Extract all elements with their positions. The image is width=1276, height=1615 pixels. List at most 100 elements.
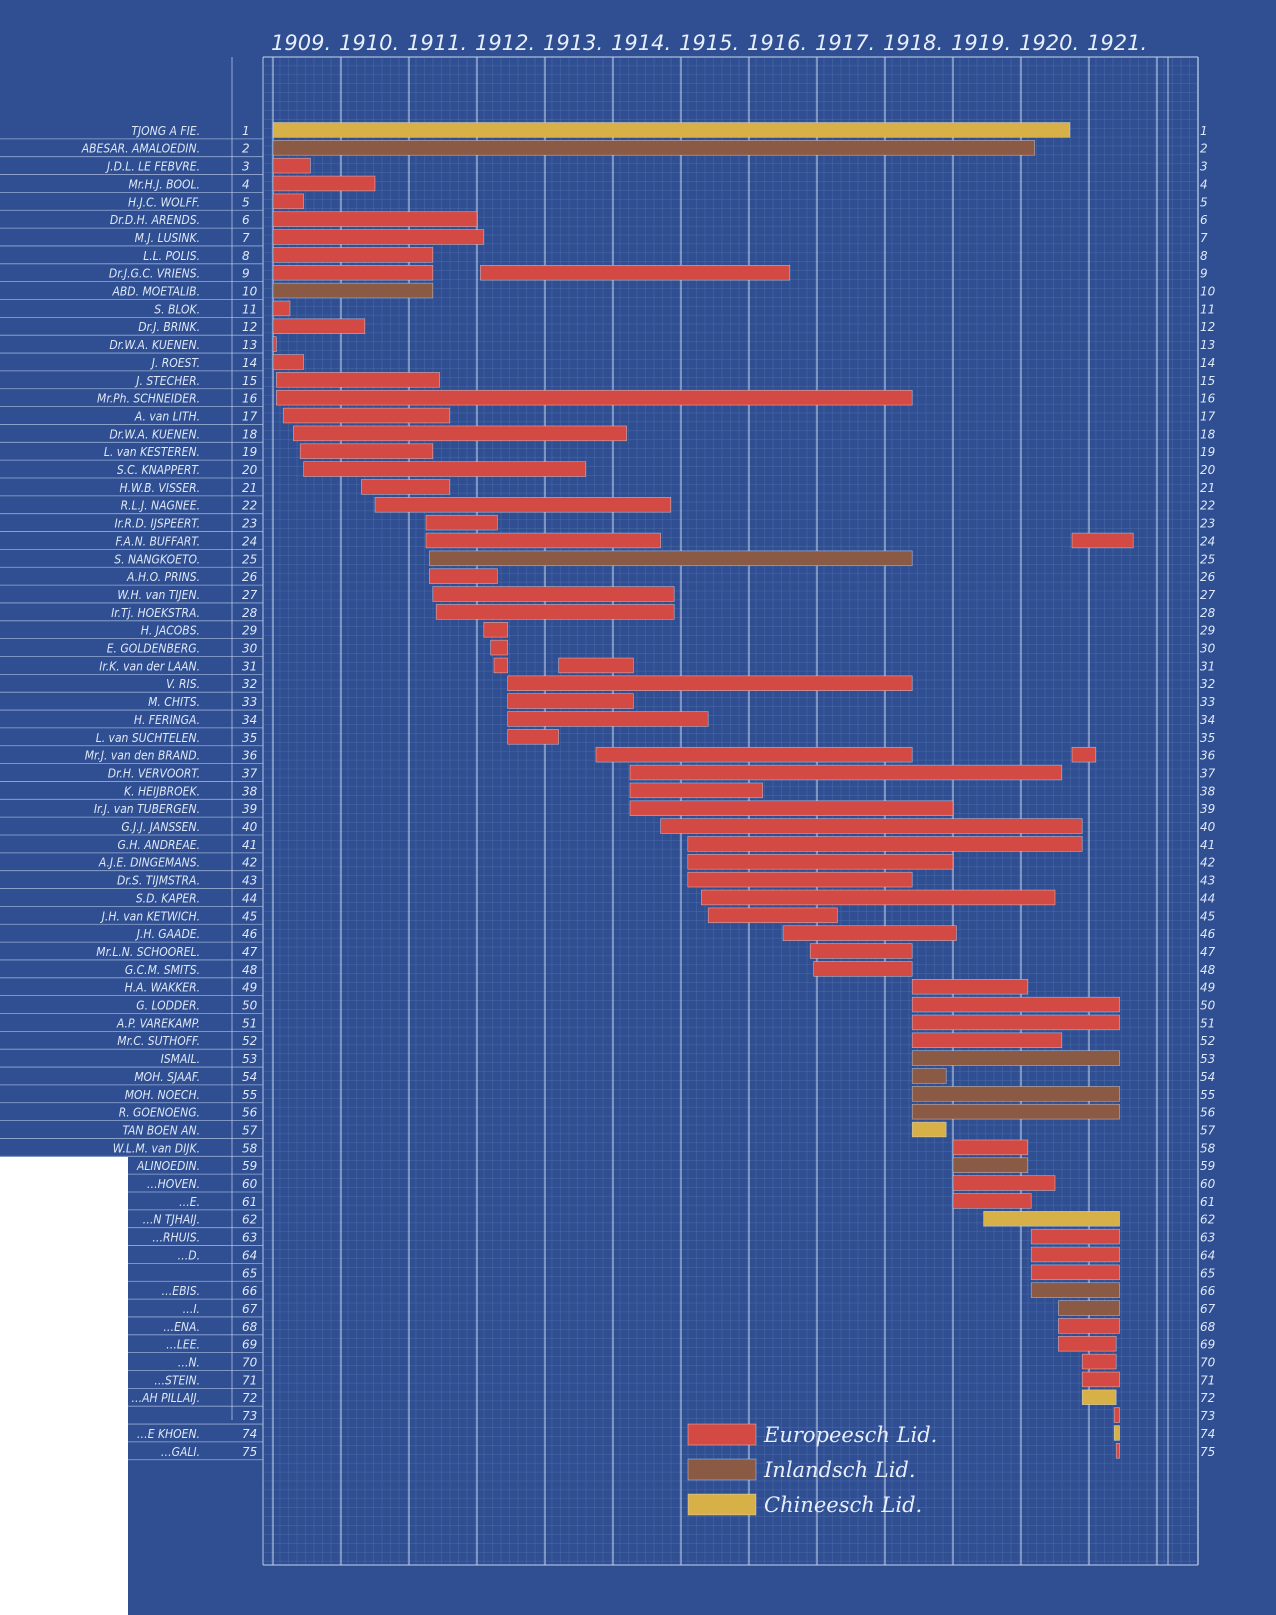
membership-bar [701,889,1056,906]
membership-bar [911,1103,1120,1120]
membership-bar [707,907,838,924]
membership-bar [1030,1228,1120,1245]
row-number-right: 47 [1200,945,1216,959]
membership-bar [1081,1389,1117,1405]
year-tick-label: 1915. [679,31,739,55]
row-number-right: 23 [1200,517,1215,531]
row-number-left: 28 [242,606,258,620]
row-number-right: 4 [1200,177,1208,191]
row-number-right: 59 [1200,1159,1215,1173]
membership-bar [272,211,478,227]
membership-bar [911,996,1120,1013]
membership-bar [429,568,498,584]
year-tick-label: 1918. [883,31,943,55]
row-number-right: 31 [1200,659,1215,673]
membership-bar [432,586,675,602]
member-name: E. GOLDENBERG. [107,642,200,656]
row-number-left: 5 [242,195,250,209]
member-name: MOH. NOECH. [125,1088,200,1102]
row-number-right: 38 [1200,784,1216,798]
membership-bar [1030,1264,1120,1281]
membership-bar [490,639,508,656]
row-number-right: 48 [1200,963,1216,977]
row-number-left: 70 [242,1356,258,1370]
row-number-right: 25 [1200,552,1215,566]
row-number-right: 33 [1200,695,1215,709]
row-number-left: 67 [242,1302,258,1316]
legend-swatch [687,1458,757,1481]
member-name: ISMAIL. [161,1052,200,1066]
member-name: Mr.L.N. SCHOOREL. [96,945,200,959]
row-number-right: 44 [1200,891,1215,905]
member-name: …E. [179,1195,200,1209]
row-number-left: 3 [242,160,250,174]
row-number-right: 6 [1200,213,1208,227]
membership-bar [1071,532,1134,549]
row-number-right: 42 [1200,856,1215,870]
member-name: ABESAR. AMALOEDIN. [81,142,200,156]
row-number-right: 67 [1200,1302,1216,1316]
row-number-right: 30 [1200,642,1216,656]
member-name: …E KHOEN. [137,1427,200,1441]
row-number-left: 26 [242,570,258,584]
membership-bar [493,657,508,674]
membership-bar [299,443,434,459]
row-number-left: 45 [242,909,257,923]
row-number-left: 48 [242,963,258,977]
row-number-left: 73 [242,1409,257,1423]
row-number-left: 58 [242,1141,258,1155]
row-number-left: 31 [242,659,257,673]
row-number-left: 25 [242,552,257,566]
member-name: J.H. van KETWICH. [100,909,200,923]
membership-bar [1113,1407,1120,1423]
row-number-left: 27 [242,588,258,602]
row-number-left: 36 [242,749,258,763]
row-number-right: 22 [1200,499,1215,513]
member-name: A.P. VAREKAMP. [116,1016,200,1030]
row-number-left: 50 [242,999,258,1013]
membership-bar [272,247,434,263]
row-number-right: 49 [1200,981,1215,995]
member-name: Mr.C. SUTHOFF. [117,1034,200,1048]
row-number-left: 34 [242,713,257,727]
row-number-left: 2 [242,142,250,156]
row-number-left: 24 [242,534,257,548]
membership-bar [558,657,634,674]
row-number-left: 71 [242,1373,257,1387]
row-number-left: 41 [242,838,257,852]
row-number-right: 51 [1200,1016,1215,1030]
legend: Europeesch Lid. Inlandsch Lid. Chineesch L… [687,1423,937,1517]
row-number-right: 10 [1200,285,1216,299]
membership-bar [660,818,1083,834]
row-number-left: 1 [242,124,250,138]
member-name: A.H.O. PRINS. [126,570,200,584]
row-number-right: 14 [1200,356,1215,370]
row-number-right: 72 [1200,1391,1215,1405]
row-number-right: 66 [1200,1284,1216,1298]
member-name: ALINOEDIN. [136,1159,200,1173]
member-name: Mr.J. van den BRAND. [85,749,200,763]
member-name: Dr.W.A. KUENEN. [109,338,200,352]
member-name: Ir.R.D. IJSPEERT. [114,517,200,531]
row-number-left: 23 [242,517,257,531]
row-number-right: 55 [1200,1088,1215,1102]
membership-bar [272,300,291,317]
row-number-left: 49 [242,981,257,995]
member-name: MOH. SJAAF. [134,1070,200,1084]
year-tick-label: 1911. [407,31,467,55]
membership-bar [272,264,434,281]
row-number-left: 35 [242,731,257,745]
member-name: L. van KESTEREN. [104,445,200,459]
legend-label: Inlandsch Lid. [763,1458,916,1482]
legend-swatch [687,1493,757,1516]
row-number-right: 68 [1200,1320,1216,1334]
membership-bar [595,746,913,763]
row-number-left: 72 [242,1391,257,1405]
membership-bar [813,961,913,977]
membership-bar [435,604,675,620]
row-number-left: 39 [242,802,257,816]
row-number-left: 10 [242,285,258,299]
member-name: S.D. KAPER. [136,891,200,905]
row-number-left: 74 [242,1427,257,1441]
member-name: …STEIN. [154,1373,200,1387]
